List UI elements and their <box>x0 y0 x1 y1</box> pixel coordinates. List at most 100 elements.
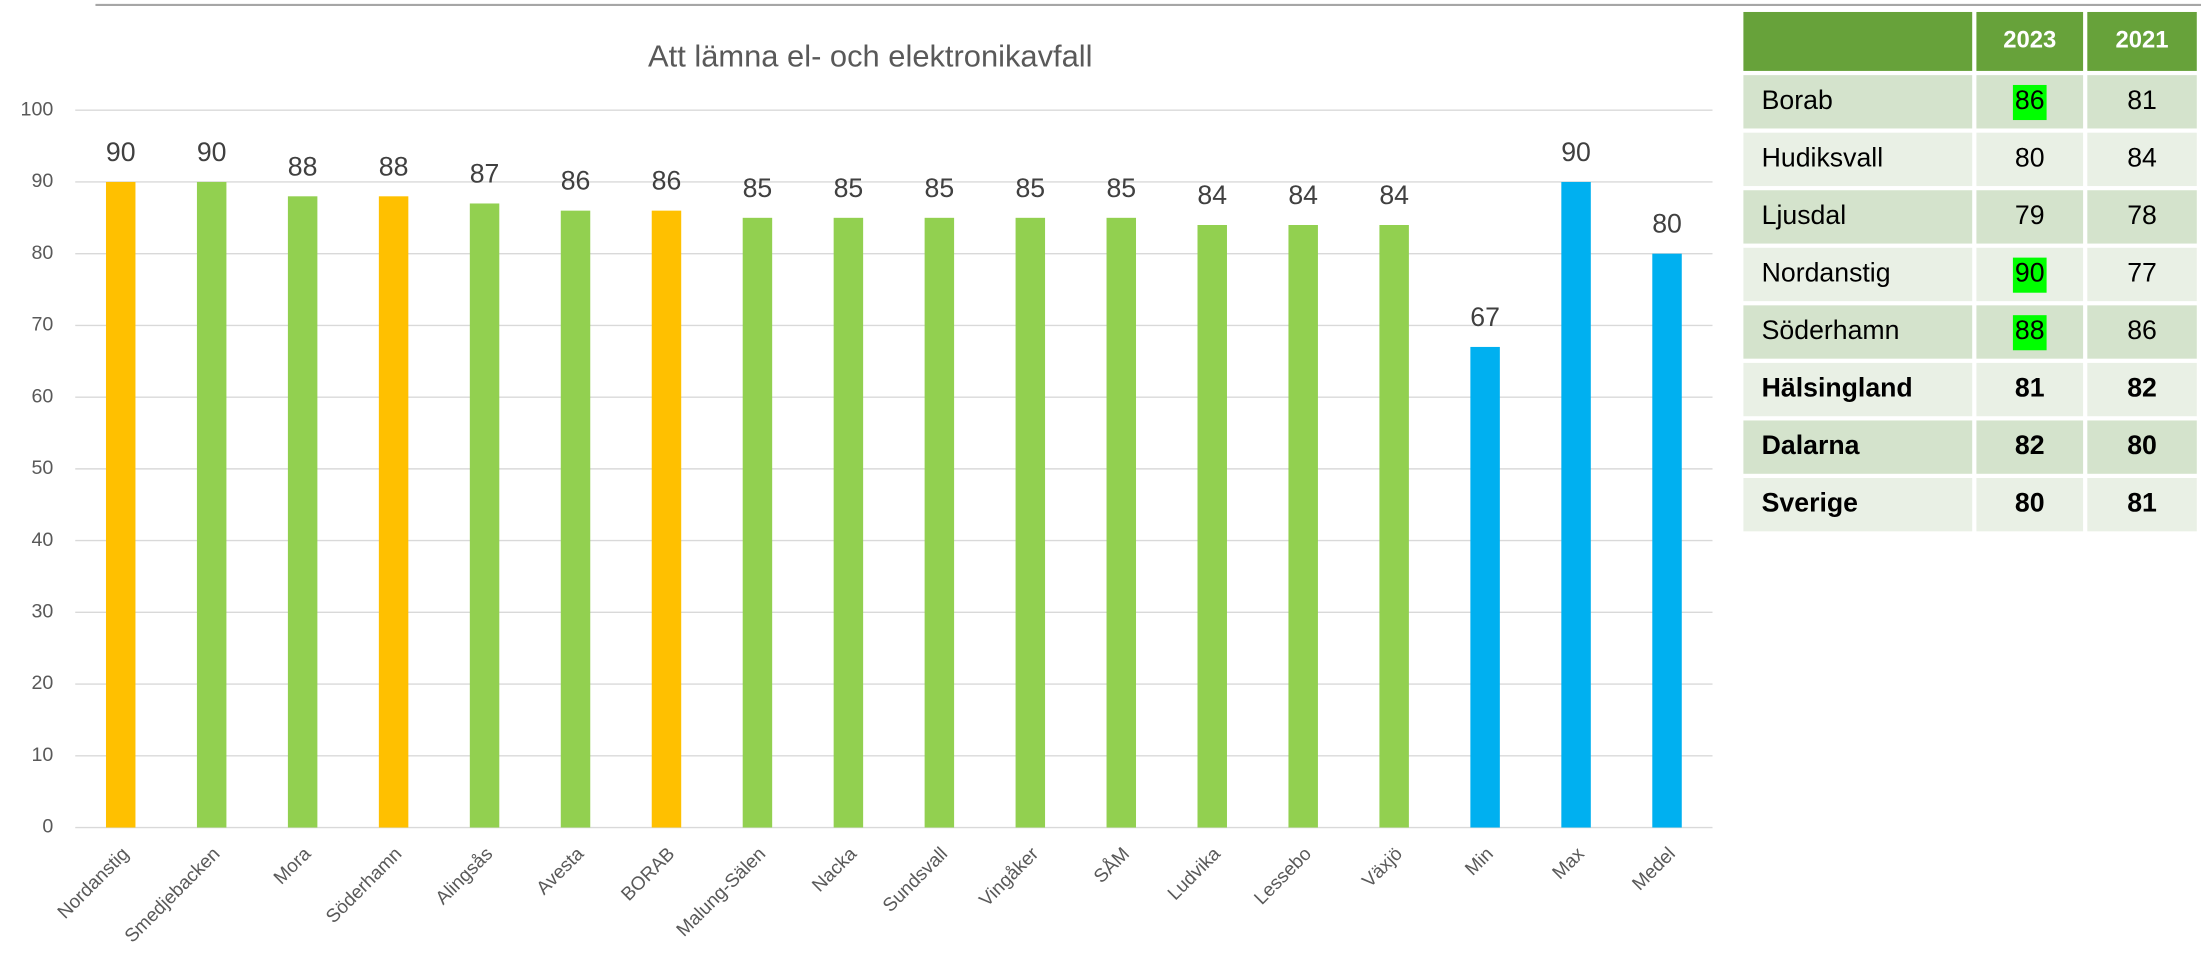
table-cell <box>1976 362 2084 417</box>
table-cell <box>1976 478 2084 532</box>
table-value: 88 <box>2015 315 2045 345</box>
x-tick-label: Nacka <box>808 843 861 896</box>
highlight <box>2012 257 2047 293</box>
x-tick-label: SÅM <box>1090 844 1134 888</box>
x-tick-label: Alingsås <box>432 844 497 909</box>
y-tick-label: 40 <box>31 529 53 551</box>
x-tick-label: Smedjebacken <box>121 844 224 947</box>
table-cell <box>1743 132 1973 187</box>
data-label: 87 <box>470 158 500 188</box>
table-cell <box>1743 75 1973 129</box>
x-tick-label: Sundsvall <box>879 844 952 917</box>
x-tick-label: BORAB <box>617 844 679 906</box>
table-value: 81 <box>2015 373 2045 403</box>
data-label: 67 <box>1470 302 1500 332</box>
bar <box>924 217 955 828</box>
bar <box>742 217 773 828</box>
bar <box>833 217 864 828</box>
data-label: 86 <box>561 166 591 196</box>
highlight <box>2012 84 2047 121</box>
table-header: 2023 <box>2003 27 2056 54</box>
highlight <box>2012 315 2047 351</box>
data-label: 84 <box>1379 180 1409 210</box>
bar <box>1197 224 1227 828</box>
table-cell <box>1743 362 1973 417</box>
data-label: 86 <box>652 166 682 196</box>
row-label: Borab <box>1762 85 1833 115</box>
table-value: 81 <box>2127 85 2157 115</box>
y-tick-label: 60 <box>31 385 53 407</box>
bar <box>1106 217 1137 828</box>
table-value: 86 <box>2015 85 2045 115</box>
data-label: 90 <box>197 137 227 167</box>
x-tick-label: Lessebo <box>1250 844 1315 909</box>
x-tick-label: Växjö <box>1358 844 1406 892</box>
row-label: Hälsingland <box>1762 373 1913 403</box>
table-cell <box>1743 420 1973 474</box>
table-value: 82 <box>2127 373 2157 403</box>
bar <box>287 196 318 828</box>
row-label: Ljusdal <box>1762 200 1846 230</box>
data-label: 88 <box>379 151 409 181</box>
x-tick-label: Nordanstig <box>54 844 134 924</box>
x-tick-label: Vingåker <box>976 844 1043 911</box>
table-cell <box>2087 190 2197 244</box>
table-cell <box>1743 478 1973 532</box>
x-tick-label: Ludvika <box>1164 843 1225 904</box>
data-label: 88 <box>288 151 318 181</box>
y-tick-label: 100 <box>21 98 54 120</box>
table-value: 80 <box>2015 142 2045 172</box>
table-value: 90 <box>2015 258 2045 288</box>
table-value: 82 <box>2015 430 2045 460</box>
table-cell <box>1976 420 2084 474</box>
data-label: 90 <box>106 137 136 167</box>
bar <box>105 181 136 828</box>
table-value: 77 <box>2127 258 2157 288</box>
x-tick-label: Avesta <box>533 843 589 899</box>
bar <box>1015 217 1046 828</box>
row-label: Nordanstig <box>1762 258 1891 288</box>
row-label: Söderhamn <box>1762 315 1900 345</box>
bar <box>469 203 500 828</box>
table-cell <box>2087 362 2197 417</box>
y-tick-label: 30 <box>31 601 53 623</box>
chart-title: Att lämna el- och elektronikavfall <box>648 38 1092 73</box>
bar <box>651 210 682 828</box>
y-tick-label: 90 <box>31 170 53 192</box>
row-label: Dalarna <box>1762 430 1860 460</box>
y-tick-label: 10 <box>31 744 53 766</box>
x-tick-label: Min <box>1461 844 1497 880</box>
table-cell <box>2087 132 2197 187</box>
bar <box>378 196 409 828</box>
y-tick-label: 0 <box>42 816 53 838</box>
y-tick-label: 80 <box>31 242 53 264</box>
data-label: 85 <box>834 173 864 203</box>
data-label: 84 <box>1288 180 1318 210</box>
table-value: 86 <box>2127 315 2157 345</box>
table-value: 79 <box>2015 200 2045 230</box>
table-cell <box>2087 420 2197 474</box>
table-value: 81 <box>2127 488 2157 518</box>
data-label: 85 <box>743 173 773 203</box>
table-cell <box>2087 75 2197 129</box>
row-label: Sverige <box>1762 488 1858 518</box>
table-cell <box>1976 132 2084 187</box>
table-cell <box>2087 247 2197 302</box>
x-tick-label: Söderhamn <box>322 844 406 928</box>
bar <box>1561 181 1591 828</box>
data-label: 85 <box>925 173 955 203</box>
x-tick-label: Malung-Sälen <box>673 844 770 941</box>
table-cell <box>1976 190 2084 244</box>
data-label: 90 <box>1561 137 1591 167</box>
table-header-cell <box>2087 11 2197 71</box>
table-value: 84 <box>2127 142 2157 172</box>
table-cell <box>1743 305 1973 359</box>
y-tick-label: 70 <box>31 314 53 336</box>
table-cell <box>2087 305 2197 359</box>
y-tick-label: 50 <box>31 457 53 479</box>
bar <box>1652 253 1682 828</box>
table-cell <box>1743 190 1973 244</box>
data-label: 84 <box>1197 180 1227 210</box>
y-tick-label: 20 <box>31 672 53 694</box>
